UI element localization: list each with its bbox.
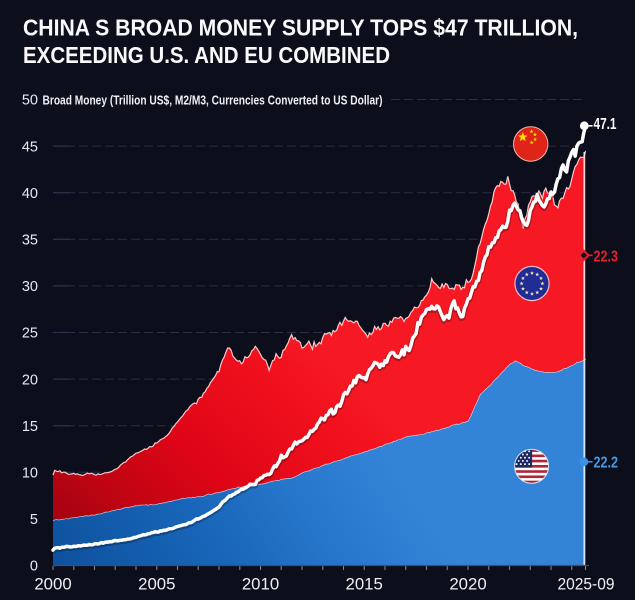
svg-text:CHINA S BROAD MONEY SUPPLY TOP: CHINA S BROAD MONEY SUPPLY TOPS $47 TRIL… xyxy=(23,15,578,41)
svg-text:50: 50 xyxy=(22,93,38,109)
svg-text:Broad Money (Trillion US$, M2/: Broad Money (Trillion US$, M2/M3, Curren… xyxy=(43,93,383,108)
svg-text:25: 25 xyxy=(22,326,38,342)
svg-text:2020: 2020 xyxy=(449,575,486,594)
svg-text:20: 20 xyxy=(22,372,38,388)
svg-text:10: 10 xyxy=(22,466,38,482)
svg-text:2000: 2000 xyxy=(34,575,71,594)
svg-text:40: 40 xyxy=(22,186,38,202)
svg-text:15: 15 xyxy=(22,419,38,435)
svg-text:EXCEEDING U.S. AND EU COMBINED: EXCEEDING U.S. AND EU COMBINED xyxy=(23,42,390,68)
svg-text:0: 0 xyxy=(30,559,38,575)
svg-text:35: 35 xyxy=(22,233,38,249)
svg-text:30: 30 xyxy=(22,279,38,295)
svg-text:45: 45 xyxy=(22,139,38,155)
svg-text:22.3: 22.3 xyxy=(594,248,619,265)
svg-text:2025-09: 2025-09 xyxy=(558,575,615,594)
svg-text:5: 5 xyxy=(30,512,38,528)
svg-text:22.2: 22.2 xyxy=(594,454,619,471)
svg-text:47.1: 47.1 xyxy=(594,116,617,133)
svg-text:2015: 2015 xyxy=(346,575,383,594)
svg-text:2005: 2005 xyxy=(138,575,175,594)
svg-text:2010: 2010 xyxy=(242,575,279,594)
